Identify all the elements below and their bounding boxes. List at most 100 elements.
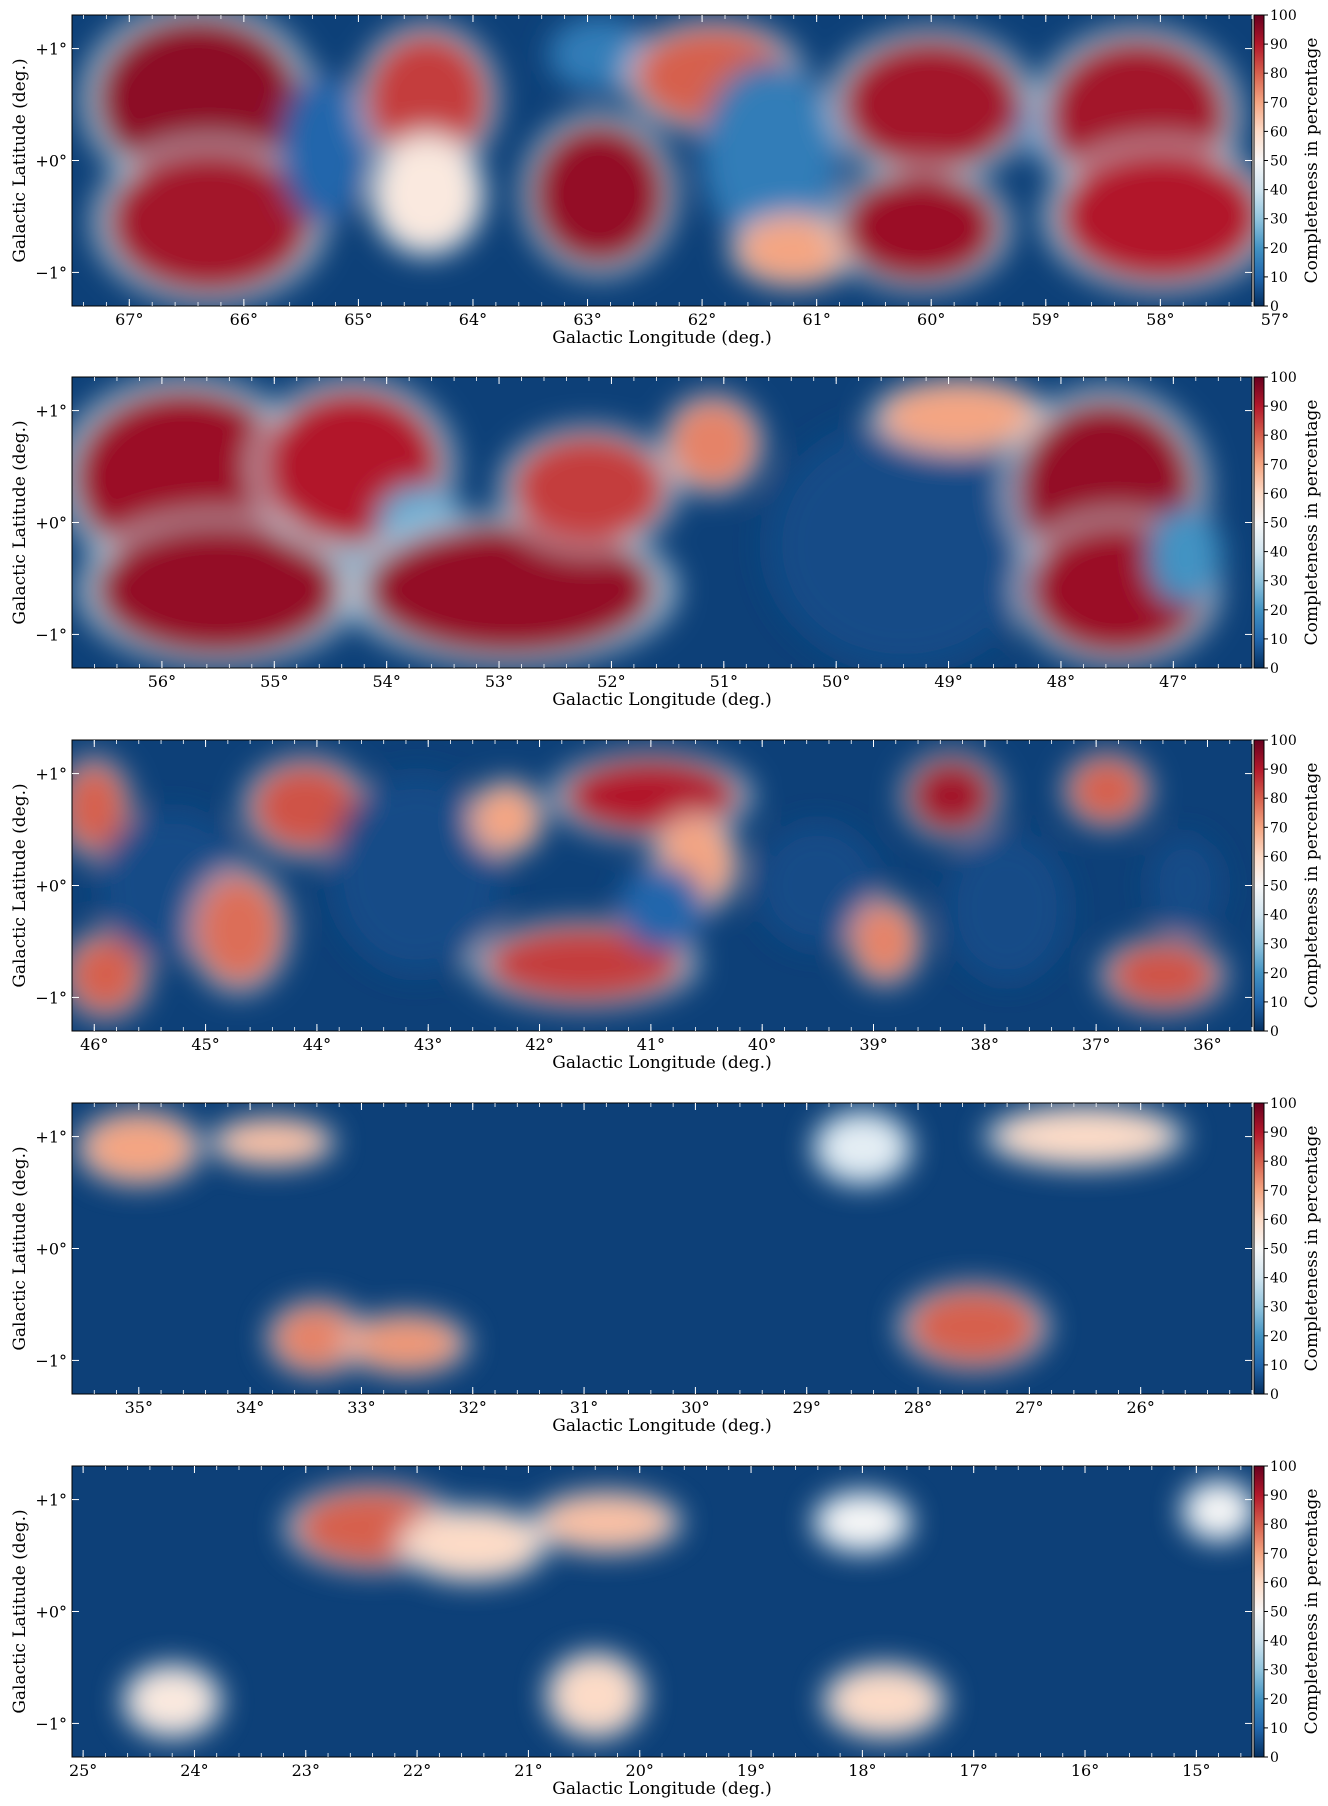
y-tick-label: −1°	[35, 1714, 67, 1733]
colorbar-tick-label: 70	[1270, 457, 1288, 473]
region-7	[995, 1108, 1175, 1165]
colorbar-tick-label: 40	[1270, 183, 1288, 199]
colorbar-tick-label: 20	[1270, 1692, 1288, 1708]
colorbar-tick-label: 60	[1270, 124, 1288, 140]
region-11	[839, 37, 1023, 172]
x-tick-label: 15°	[1182, 1761, 1210, 1780]
y-tick-label: −1°	[35, 263, 67, 282]
colorbar-tick-label: 0	[1270, 1024, 1279, 1040]
region-8	[483, 924, 685, 1004]
y-axis: +1° +0° −1° Galactic Latitude (deg.)	[10, 402, 1252, 644]
completeness-regions	[74, 1104, 1188, 1377]
region-5	[375, 138, 479, 251]
colorbar-label: Completeness in percentage	[1302, 763, 1322, 1009]
panel-2: 56° 55° 54° 53° 52° 51° 50° 49° 48° 47° Galactic L…	[10, 370, 1322, 710]
heatmap-area	[72, 1466, 1252, 1757]
x-tick-label: 61°	[802, 310, 830, 329]
x-tick-label: 34°	[236, 1398, 264, 1417]
colorbar: 0 10 20 30 40 50 60 70 80 90 100 Completeness in pe…	[1253, 8, 1322, 315]
y-axis-label: Galactic Latitude (deg.)	[10, 783, 30, 987]
x-tick-label: 58°	[1146, 310, 1174, 329]
colorbar-tick-label: 90	[1270, 399, 1288, 415]
colorbar-tick-label: 0	[1270, 661, 1279, 677]
colorbar-tick-label: 50	[1270, 879, 1288, 895]
x-tick-label: 35°	[125, 1398, 153, 1417]
colorbar-tick-label: 80	[1270, 791, 1288, 807]
colorbar-tick-label: 90	[1270, 1488, 1288, 1504]
heatmap-area	[72, 1103, 1252, 1394]
x-tick-label: 41°	[637, 1035, 665, 1054]
x-axis: 25° 24° 23° 22° 21° 20° 19° 18° 17° 16° 15° Galacti…	[69, 1466, 1242, 1799]
x-axis-label: Galactic Longitude (deg.)	[552, 690, 771, 710]
colorbar-label: Completeness in percentage	[1302, 38, 1322, 284]
y-axis: +1° +0° −1° Galactic Latitude (deg.)	[10, 765, 1252, 1007]
x-tick-label: 60°	[917, 310, 945, 329]
region-13	[851, 902, 919, 981]
x-tick-label: 22°	[403, 1761, 431, 1780]
x-tick-label: 39°	[859, 1035, 887, 1054]
region-1	[83, 1114, 195, 1182]
y-tick-label: +0°	[35, 877, 67, 896]
region-5	[817, 1114, 907, 1182]
colorbar: 0 10 20 30 40 50 60 70 80 90 100 Completeness in pe…	[1253, 1096, 1322, 1403]
y-tick-label: +0°	[35, 152, 67, 171]
colorbar-tick-label: 30	[1270, 937, 1288, 953]
colorbar-tick-label: 40	[1270, 1271, 1288, 1287]
region-17	[1107, 941, 1219, 1009]
x-tick-label: 19°	[737, 1761, 765, 1780]
region-2	[72, 935, 145, 1015]
colorbar-tick-label: 20	[1270, 1329, 1288, 1345]
x-axis: 35° 34° 33° 32° 31° 30° 29° 28° 27° 26° Galactic L…	[93, 1103, 1253, 1436]
region-14	[906, 756, 996, 836]
colorbar-tick-label: 10	[1270, 1358, 1288, 1374]
colorbar-tick-label: 10	[1270, 995, 1288, 1011]
colorbar-tick-label: 70	[1270, 1546, 1288, 1562]
colorbar-tick-label: 100	[1270, 1459, 1297, 1475]
colorbar-tick-label: 60	[1270, 1212, 1288, 1228]
colorbar-tick-label: 50	[1270, 1605, 1288, 1621]
y-axis: +1° +0° −1° Galactic Latitude (deg.)	[10, 1128, 1252, 1370]
completeness-regions	[72, 750, 1227, 1021]
y-axis: +1° +0° −1° Galactic Latitude (deg.)	[10, 1491, 1252, 1733]
colorbar-tick-label: 20	[1270, 966, 1288, 982]
x-axis-label: Galactic Longitude (deg.)	[552, 1416, 771, 1436]
region-4	[364, 31, 491, 167]
x-tick-label: 44°	[303, 1035, 331, 1054]
region-2	[405, 1510, 540, 1578]
heatmap-area	[72, 740, 1252, 1031]
region-6	[339, 784, 496, 964]
colorbar-tick-label: 0	[1270, 299, 1279, 315]
region-7	[667, 399, 758, 489]
region-2	[94, 522, 342, 657]
colorbar-tick-label: 70	[1270, 95, 1288, 111]
region-6	[530, 121, 668, 267]
colorbar-label: Completeness in percentage	[1302, 1126, 1322, 1372]
colorbar-tick-label: 10	[1270, 270, 1288, 286]
completeness-regions	[72, 377, 1224, 668]
colorbar-tick-label: 100	[1270, 8, 1297, 24]
colorbar-tick-label: 60	[1270, 1575, 1288, 1591]
x-tick-label: 32°	[459, 1398, 487, 1417]
colorbar-tick-label: 0	[1270, 1387, 1279, 1403]
x-tick-label: 50°	[822, 672, 850, 691]
colorbar-tick-label: 0	[1270, 1750, 1279, 1766]
y-axis: +1° +0° −1° Galactic Latitude (deg.)	[10, 40, 1252, 282]
x-tick-label: 54°	[372, 672, 400, 691]
x-tick-label: 29°	[793, 1398, 821, 1417]
region-7	[817, 1493, 907, 1550]
region-6	[828, 1667, 941, 1735]
colorbar-gradient	[1253, 14, 1265, 307]
x-axis-label: Galactic Longitude (deg.)	[552, 1779, 771, 1799]
y-tick-label: +0°	[35, 1240, 67, 1259]
colorbar-tick-label: 90	[1270, 762, 1288, 778]
x-tick-label: 25°	[69, 1761, 97, 1780]
region-3	[539, 1493, 674, 1550]
x-tick-label: 17°	[960, 1761, 988, 1780]
x-tick-label: 16°	[1071, 1761, 1099, 1780]
x-tick-label: 46°	[80, 1035, 108, 1054]
region-8	[780, 432, 1028, 657]
x-tick-label: 65°	[344, 310, 372, 329]
y-tick-label: +1°	[35, 765, 67, 784]
colorbar-tick-label: 100	[1270, 370, 1297, 386]
colorbar-tick-label: 60	[1270, 486, 1288, 502]
